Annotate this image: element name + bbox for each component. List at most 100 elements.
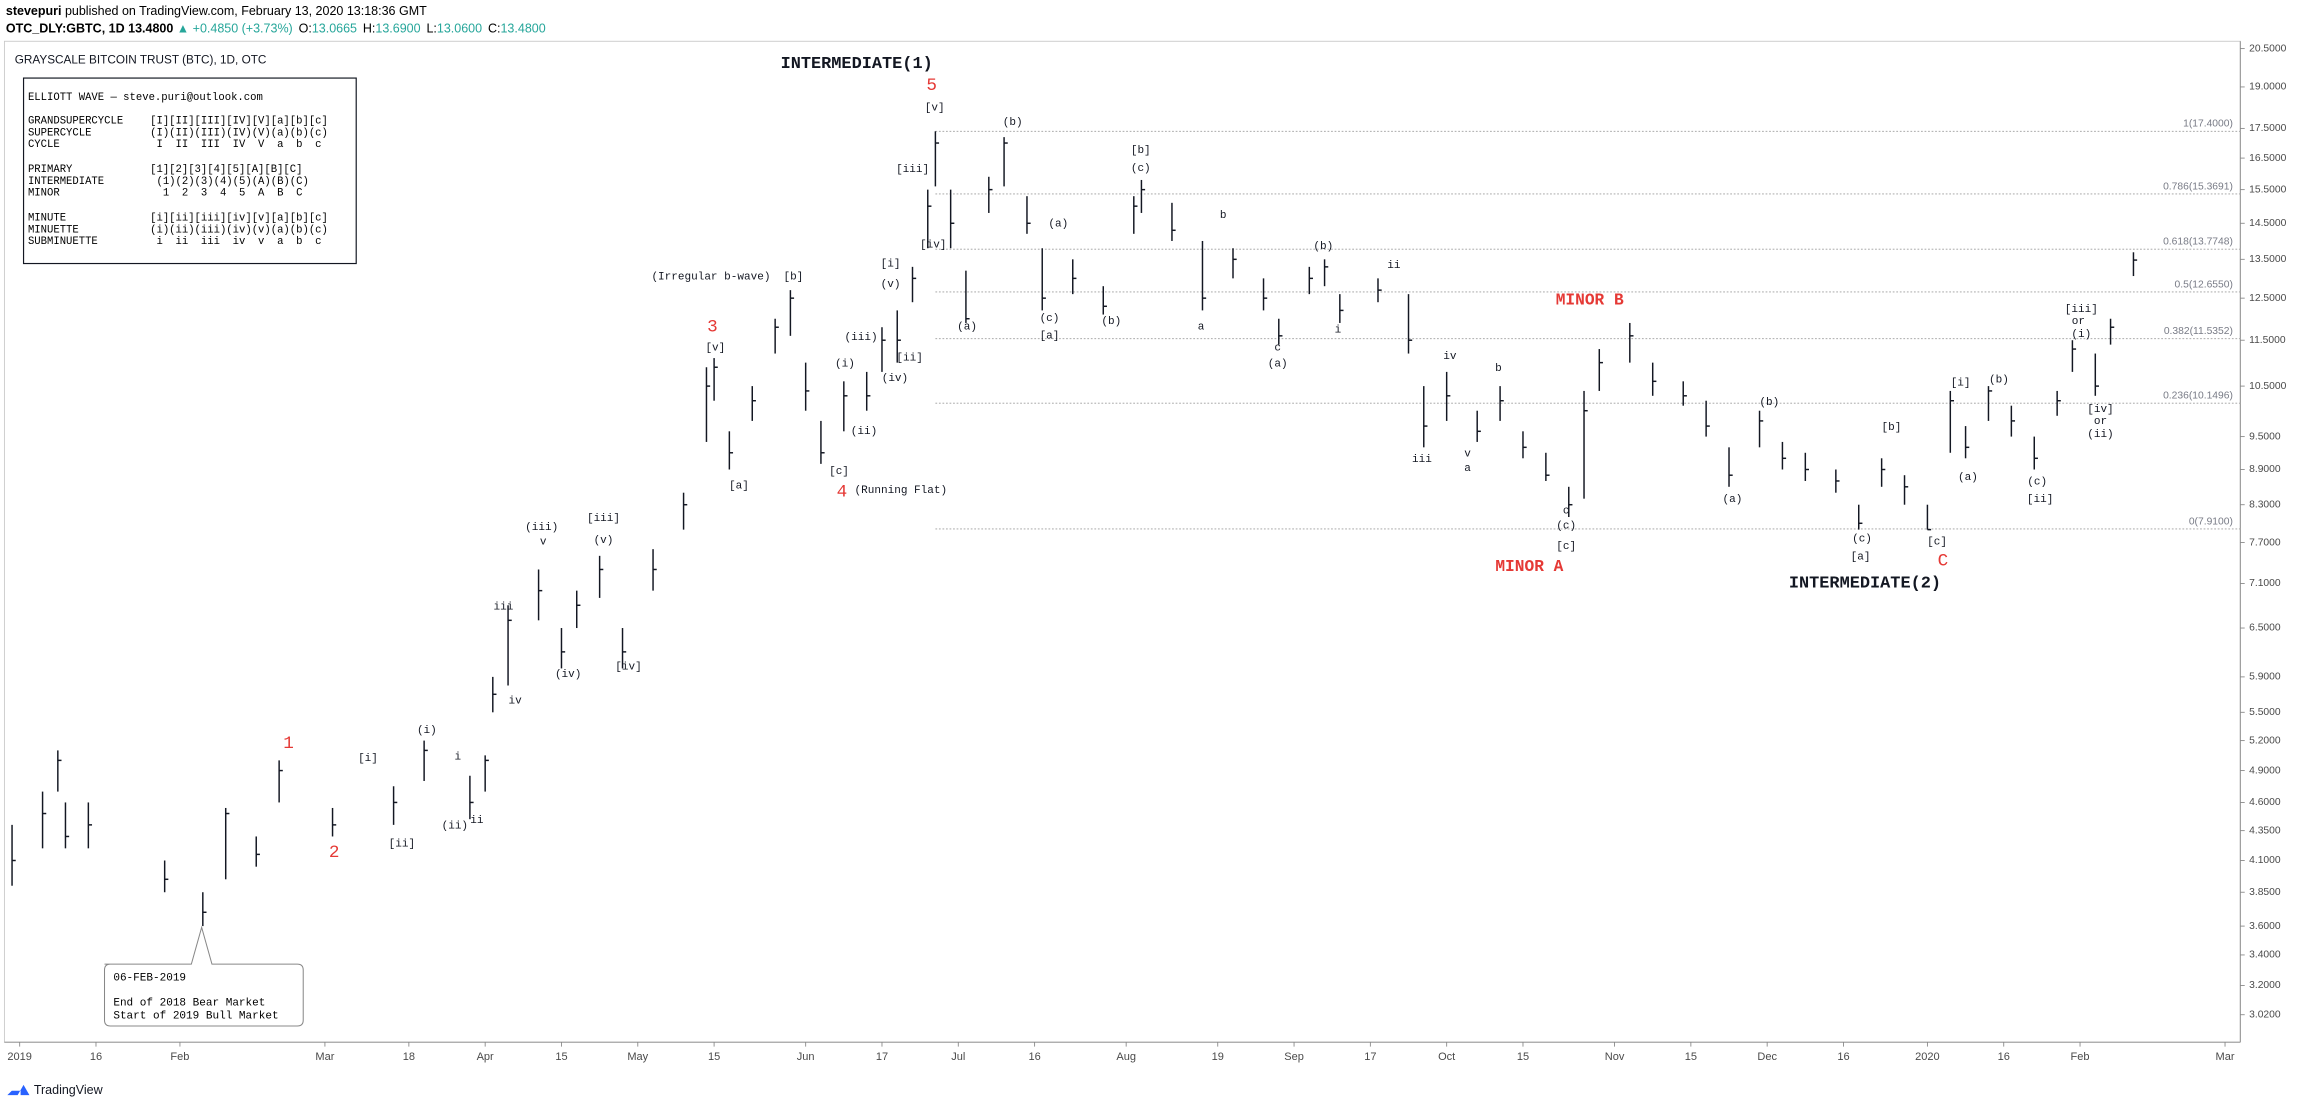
wave-label: [i] <box>358 753 378 765</box>
legend-labels: (i)(ii)(iii)(iv)(v)(a)(b)(c) <box>150 224 328 236</box>
change: ▲ +0.4850 (+3.73%) <box>177 22 293 36</box>
wave-label: (b) <box>1759 397 1779 409</box>
wave-label: a <box>1198 322 1205 334</box>
wave-label: or <box>2072 316 2085 328</box>
wave-label: iv <box>1443 351 1457 363</box>
wave-label: ii <box>470 815 484 827</box>
wave-label: [iii] <box>587 513 620 525</box>
quote-line: OTC_DLY:GBTC, 1D 13.4800 ▲ +0.4850 (+3.7… <box>6 22 546 36</box>
wave-label: b <box>1495 363 1502 375</box>
wave-label: a <box>1464 463 1471 475</box>
wave-label: (i) <box>835 359 855 371</box>
y-tick-label: 3.4000 <box>2249 950 2281 961</box>
wave-label: 4 <box>837 482 848 502</box>
callout-text: End of 2018 Bear Market <box>113 997 265 1009</box>
wave-label: b <box>1220 210 1227 222</box>
wave-label: (a) <box>1268 359 1288 371</box>
fib-label: 0.618(13.7748) <box>2163 237 2233 248</box>
wave-label: iv <box>509 696 523 708</box>
x-tick-label: 16 <box>90 1051 102 1063</box>
wave-label: MINOR A <box>1495 558 1563 576</box>
x-tick-label: 17 <box>876 1051 888 1063</box>
wave-label: [i] <box>881 258 901 270</box>
y-tick-label: 6.5000 <box>2249 623 2281 634</box>
y-tick-label: 8.3000 <box>2249 499 2281 510</box>
y-tick-label: 10.5000 <box>2249 381 2286 392</box>
x-tick-label: May <box>627 1051 648 1063</box>
wave-label: iii <box>493 601 513 613</box>
wave-label: v <box>1464 448 1471 460</box>
wave-label: i <box>454 752 461 764</box>
fib-label: 1(17.4000) <box>2183 119 2233 130</box>
y-tick-label: 5.5000 <box>2249 707 2281 718</box>
wave-label: (i) <box>2071 329 2091 341</box>
wave-label: (ii) <box>2087 429 2113 441</box>
legend-labels: [i][ii][iii][iv][v][a][b][c] <box>150 213 328 225</box>
wave-label: (c) <box>1556 520 1576 532</box>
legend-labels: [1][2][3][4][5][A][B][C] <box>150 164 302 176</box>
wave-label: c <box>1563 506 1570 518</box>
wave-label: [c] <box>1556 541 1576 553</box>
legend-degree: MINOR <box>28 188 60 200</box>
quote-value: 13.4800 <box>500 22 545 36</box>
legend-degree: CYCLE <box>28 139 60 151</box>
x-tick-label: Jun <box>797 1051 815 1063</box>
wave-label: c <box>1274 342 1281 354</box>
x-tick-label: Dec <box>1757 1051 1777 1063</box>
x-tick-label: Sep <box>1284 1051 1304 1063</box>
legend-labels: [I][II][III][IV][V][a][b][c] <box>150 116 328 128</box>
fib-label: 0.786(15.3691) <box>2163 181 2233 192</box>
x-tick-label: 16 <box>1837 1051 1849 1063</box>
x-tick-label: 15 <box>1685 1051 1697 1063</box>
x-tick-label: 15 <box>555 1051 567 1063</box>
legend-labels: (I)(II)(III)(IV)(V)(a)(b)(c) <box>150 127 328 139</box>
legend-degree: SUPERCYCLE <box>28 127 91 139</box>
fib-label: 0(7.9100) <box>2189 516 2233 527</box>
wave-label: (ii) <box>442 821 468 833</box>
wave-label: (iii) <box>525 522 558 534</box>
x-tick-label: 16 <box>1998 1051 2010 1063</box>
wave-label: [a] <box>1851 551 1871 563</box>
y-tick-label: 5.2000 <box>2249 735 2281 746</box>
wave-label: (Running Flat) <box>855 485 948 497</box>
wave-label: INTERMEDIATE(2) <box>1789 574 1941 593</box>
wave-label: [c] <box>829 466 849 478</box>
wave-label: (iv) <box>555 669 581 681</box>
wave-label: or <box>2094 416 2107 428</box>
wave-label: [b] <box>783 272 803 284</box>
wave-label: [iv] <box>615 662 641 674</box>
quote-label: O: <box>299 22 312 36</box>
wave-label: (c) <box>1852 534 1872 546</box>
callout-text: 06-FEB-2019 <box>113 972 186 984</box>
y-tick-label: 7.1000 <box>2249 578 2281 589</box>
wave-label: (b) <box>1313 241 1333 253</box>
y-tick-label: 4.6000 <box>2249 797 2281 808</box>
x-tick-label: 15 <box>708 1051 720 1063</box>
x-tick-label: Mar <box>2216 1051 2235 1063</box>
brand: TradingView <box>34 1083 104 1097</box>
wave-label: (v) <box>594 535 614 547</box>
wave-label: [iv] <box>920 239 946 251</box>
tv-logo: TradingView <box>7 1083 104 1097</box>
wave-label: i <box>1335 325 1342 337</box>
x-tick-label: 2020 <box>1915 1051 1940 1063</box>
header-line: stevepuri published on TradingView.com, … <box>6 4 427 18</box>
wave-label: (a) <box>1723 494 1743 506</box>
published: published on TradingView.com, February 1… <box>65 4 427 18</box>
wave-label: [v] <box>705 342 725 354</box>
quote-label: C: <box>488 22 500 36</box>
wave-label: 1 <box>283 734 294 754</box>
wave-label: INTERMEDIATE(1) <box>781 55 933 74</box>
y-tick-label: 3.6000 <box>2249 921 2281 932</box>
callout-text: Start of 2019 Bull Market <box>113 1011 278 1023</box>
y-tick-label: 12.5000 <box>2249 293 2286 304</box>
y-tick-label: 4.3500 <box>2249 825 2281 836</box>
last-price: 13.4800 <box>128 22 173 36</box>
wave-label: [i] <box>1951 378 1971 390</box>
x-tick-label: Apr <box>477 1051 494 1063</box>
x-tick-label: Jul <box>951 1051 965 1063</box>
wave-label: (Irregular b-wave) <box>651 272 770 284</box>
